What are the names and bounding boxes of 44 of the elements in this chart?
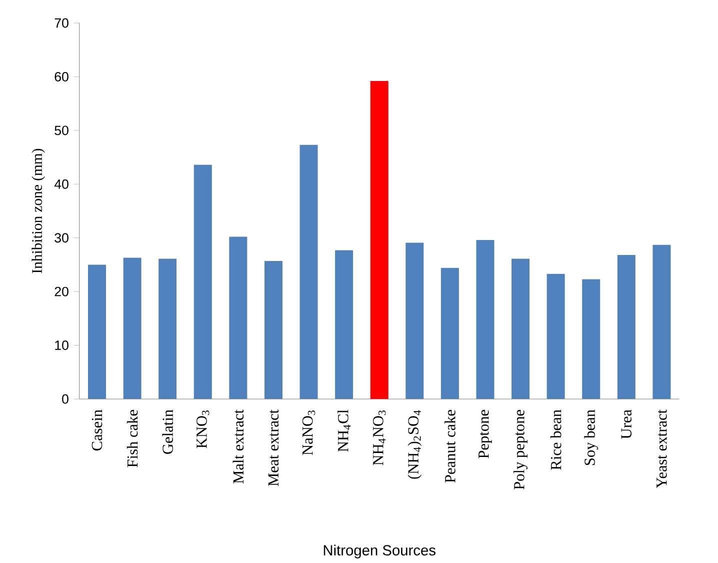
bar: [582, 279, 600, 400]
x-tick-label: KNO$_{3}$: [196, 410, 210, 448]
x-axis-title: Nitrogen Sources: [324, 544, 436, 558]
y-tick-label: 10: [55, 340, 68, 350]
bar: [617, 255, 636, 400]
x-tick-label: Urea: [621, 410, 632, 439]
bar: [264, 261, 282, 400]
x-tick-label: Yeast extract: [656, 410, 667, 488]
x-tick-label: Casein: [92, 410, 102, 451]
x-tick-label: NH$_{4}$Cl: [338, 410, 351, 452]
x-tick-label: Rice bean: [550, 410, 562, 470]
x-tick-label: NH$_{4}$NO$_{3}$: [373, 410, 386, 466]
bar: [512, 258, 530, 400]
bar: [194, 164, 212, 400]
x-tick-label: Malt extract: [232, 410, 244, 484]
x-tick-label: Peptone: [478, 410, 492, 458]
y-tick-label: 50: [54, 126, 68, 136]
bar: [546, 274, 565, 400]
bar: [476, 240, 494, 400]
bar: [652, 244, 671, 400]
y-tick-label: 20: [54, 286, 68, 296]
bar: [158, 258, 177, 400]
bar: [300, 145, 318, 400]
bar: [406, 242, 424, 400]
bar: [440, 268, 459, 400]
x-tick-label: Fish cake: [126, 410, 138, 468]
bar: [123, 258, 142, 400]
x-tick-label: (NH$_{4}$)$_{2}$SO$_{4}$: [408, 410, 422, 479]
x-tick-label: Peanut cake: [444, 410, 456, 483]
bar: [229, 236, 248, 400]
y-tick-label: 30: [54, 233, 68, 243]
bar: [88, 264, 106, 400]
x-tick-label: Poly peptone: [514, 410, 528, 490]
x-tick-label: Gelatin: [162, 410, 173, 454]
y-tick-label: 0: [62, 394, 68, 404]
x-tick-label: Soy bean: [584, 410, 598, 466]
y-axis-title: Inhibition zone (mm): [32, 149, 45, 274]
bar: [370, 81, 388, 400]
y-tick-label: 40: [54, 180, 68, 189]
y-tick-label: 60: [54, 72, 68, 82]
x-tick-label: NaNO$_{3}$: [302, 410, 316, 456]
y-tick-label: 70: [54, 18, 68, 28]
bar: [335, 250, 354, 400]
x-tick-label: Meat extract: [268, 410, 279, 486]
